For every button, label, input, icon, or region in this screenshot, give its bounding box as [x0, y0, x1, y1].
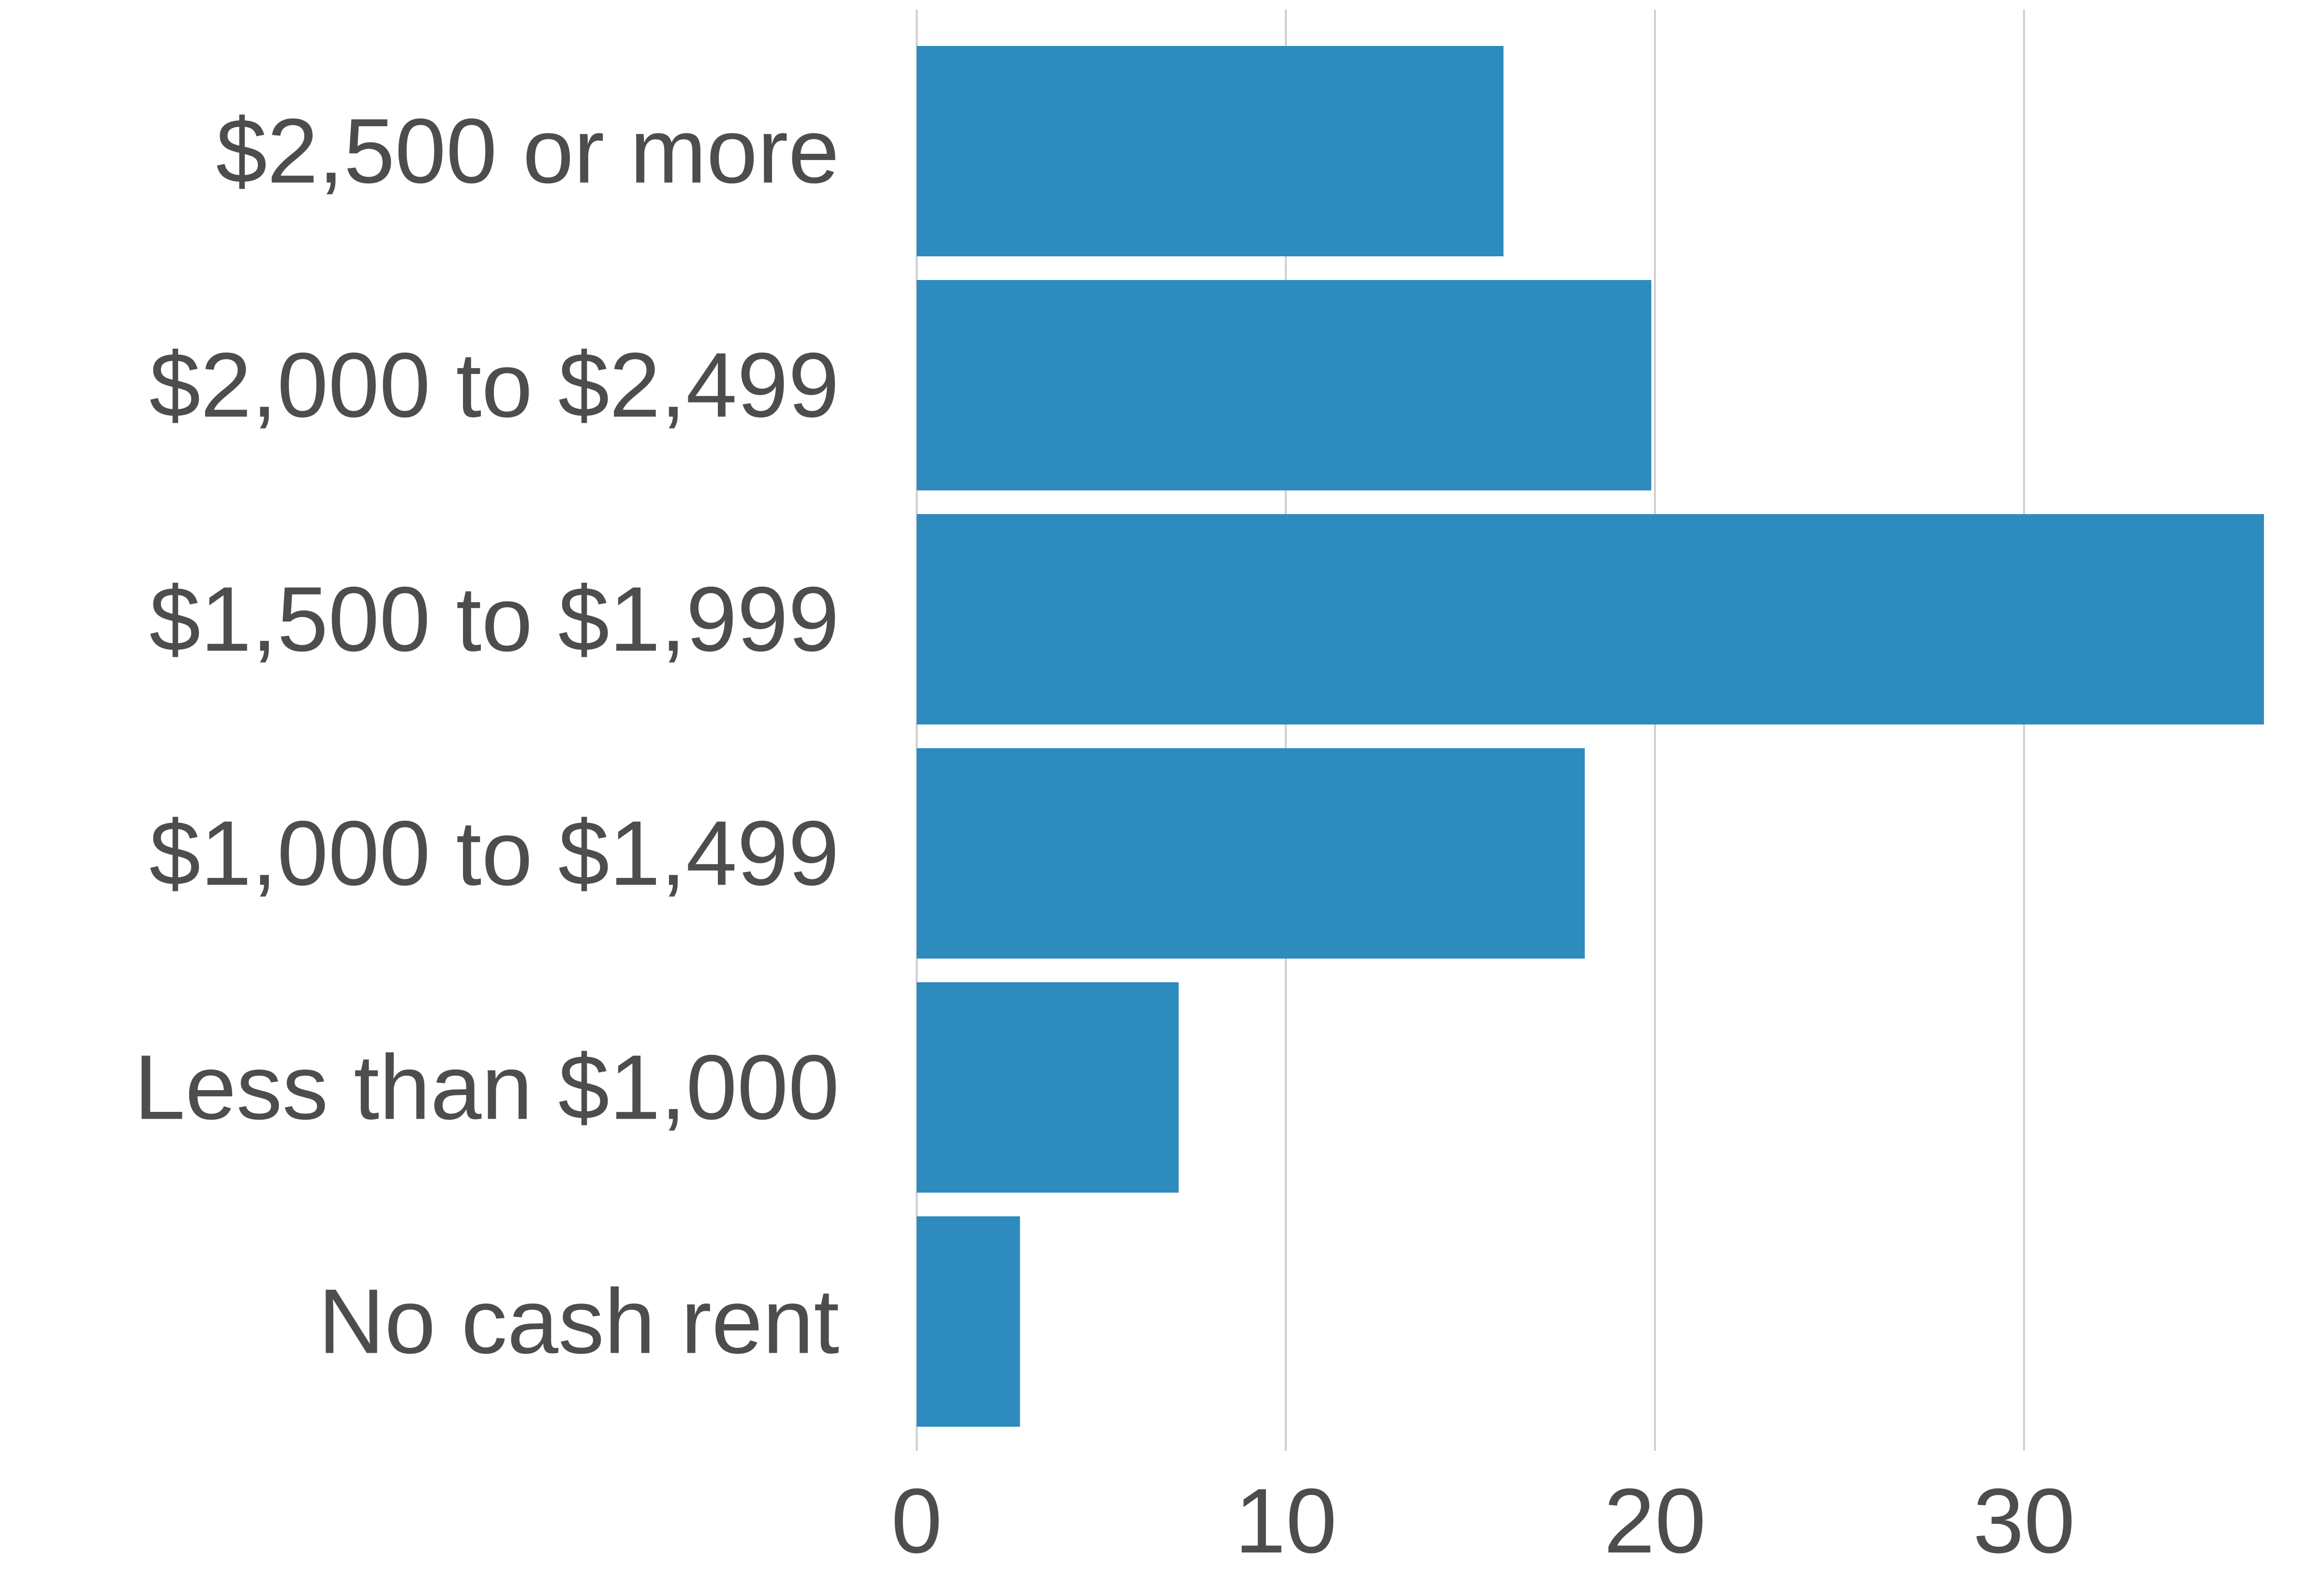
x-tick-label: 20 — [1604, 1470, 1706, 1572]
bar-3 — [917, 748, 1585, 959]
category-label: $1,000 to $1,499 — [149, 802, 839, 905]
category-labels: $2,500 or more $2,000 to $2,499 $1,500 to … — [134, 100, 839, 1373]
x-tick-label: 0 — [891, 1470, 942, 1572]
category-label: $2,500 or more — [216, 100, 839, 203]
category-label: $2,000 to $2,499 — [149, 334, 839, 437]
category-label: Less than $1,000 — [134, 1036, 839, 1139]
category-label: No cash rent — [318, 1271, 839, 1373]
bar-4 — [917, 982, 1179, 1193]
bar-0 — [917, 46, 1504, 256]
bar-5 — [917, 1216, 1020, 1427]
bar-2 — [917, 514, 2264, 724]
x-tick-label: 10 — [1235, 1470, 1337, 1572]
bars — [917, 46, 2264, 1427]
category-label: $1,500 to $1,999 — [149, 568, 839, 671]
x-axis-tick-labels: 0 10 20 30 — [891, 1470, 2075, 1572]
x-tick-label: 30 — [1973, 1470, 2075, 1572]
bar-1 — [917, 280, 1652, 490]
